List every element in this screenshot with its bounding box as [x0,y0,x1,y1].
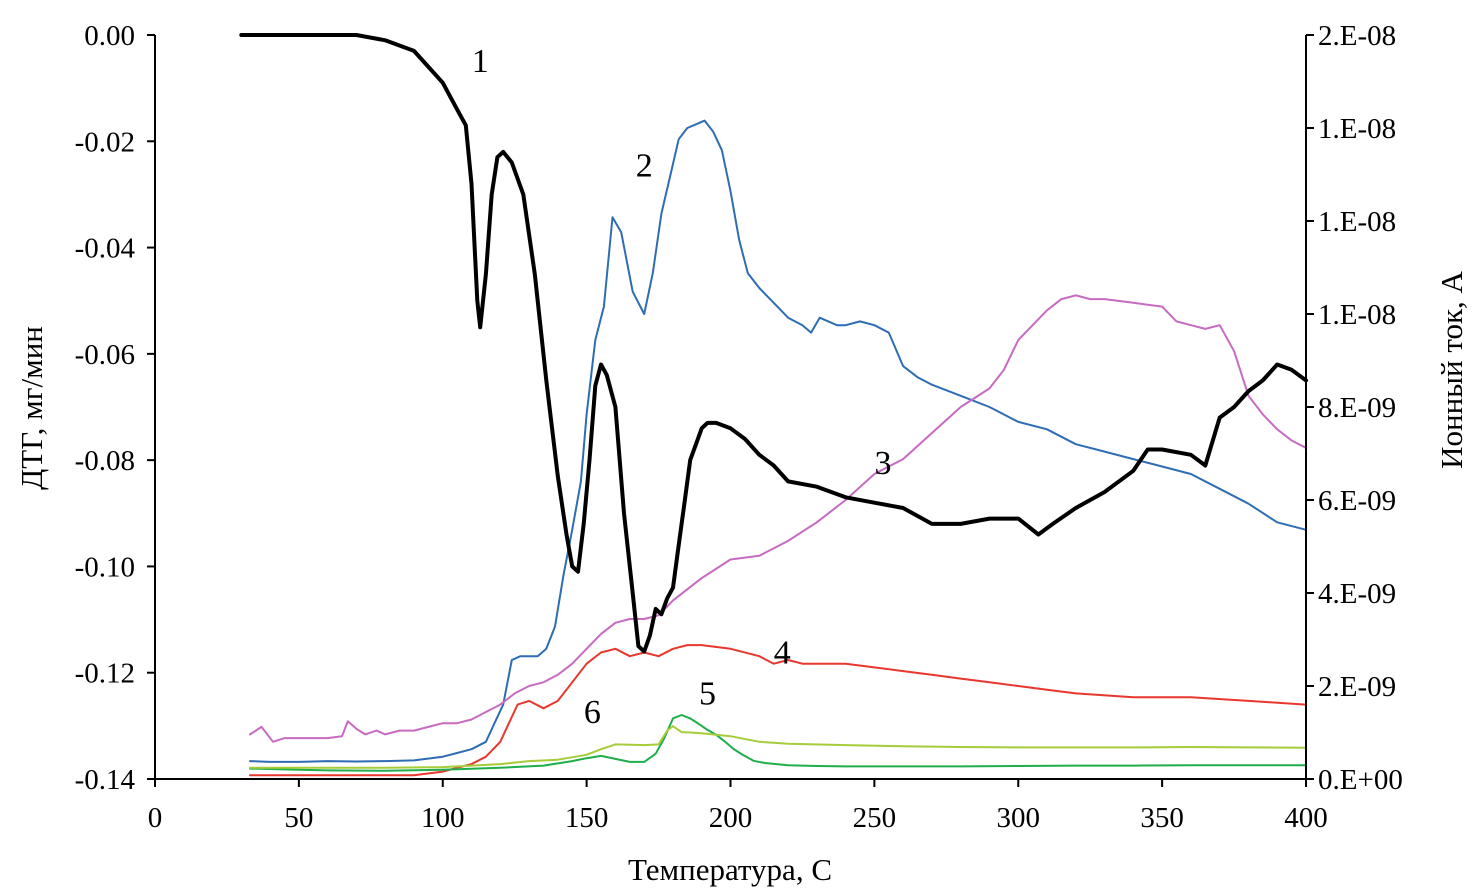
y-right-tick-label: 1.E-08 [1318,113,1396,145]
tick-labels: 0 50 100 150 200 250 300 350 400 0.00 -0.02 -0.04 -0… [75,20,1403,834]
y-left-tick-label: -0.12 [75,658,135,690]
y-right-tick-label: 0.E+00 [1318,764,1403,796]
x-tick-label: 350 [1140,802,1184,834]
x-tick-label: 100 [421,802,465,834]
curve-labels: 2 3 4 5 6 1 [472,43,892,731]
series-6-label: 6 [584,694,601,731]
series-3-line [249,294,1307,743]
x-tick-label: 300 [997,802,1041,834]
y-right-axis-title: Ионный ток, А [1434,270,1469,468]
x-tick-label: 150 [565,802,609,834]
x-tick-label: 0 [148,802,163,834]
y-right-tick-label: 1.E-08 [1318,206,1396,238]
y-right-tick-label: 6.E-09 [1318,485,1396,517]
y-left-tick-label: -0.04 [75,233,136,265]
series-5-line [249,714,1307,772]
y-left-tick-label: 0.00 [84,20,135,52]
y-right-tick-label: 2.E-08 [1318,20,1396,52]
curves [239,33,1308,777]
y-left-tick-label: -0.10 [75,551,135,583]
series-1-label: 1 [472,43,489,80]
series-5-label: 5 [699,676,716,713]
axes [154,35,1307,780]
y-left-tick-label: -0.08 [75,445,135,477]
series-6-line [249,725,1307,769]
y-left-tick-label: -0.06 [75,339,135,371]
series-2-label: 2 [636,147,653,184]
y-right-tick-label: 4.E-09 [1318,578,1396,610]
x-tick-label: 400 [1284,802,1328,834]
y-right-tick-label: 1.E-08 [1318,299,1396,331]
y-right-tick-label: 2.E-09 [1318,671,1396,703]
x-axis-title: Температура, С [628,852,832,887]
y-left-tick-label: -0.14 [75,764,136,796]
series-1-line [239,33,1308,654]
x-tick-label: 250 [853,802,897,834]
y-left-tick-label: -0.02 [75,126,135,158]
y-left-axis-title: ДТГ, мг/мин [14,326,49,490]
series-4-label: 4 [774,635,791,672]
x-tick-label: 200 [709,802,753,834]
ticks [147,34,1314,787]
series-3-label: 3 [875,445,892,482]
y-right-tick-label: 8.E-09 [1318,392,1396,424]
series-2-line [249,119,1307,763]
x-tick-label: 50 [284,802,313,834]
